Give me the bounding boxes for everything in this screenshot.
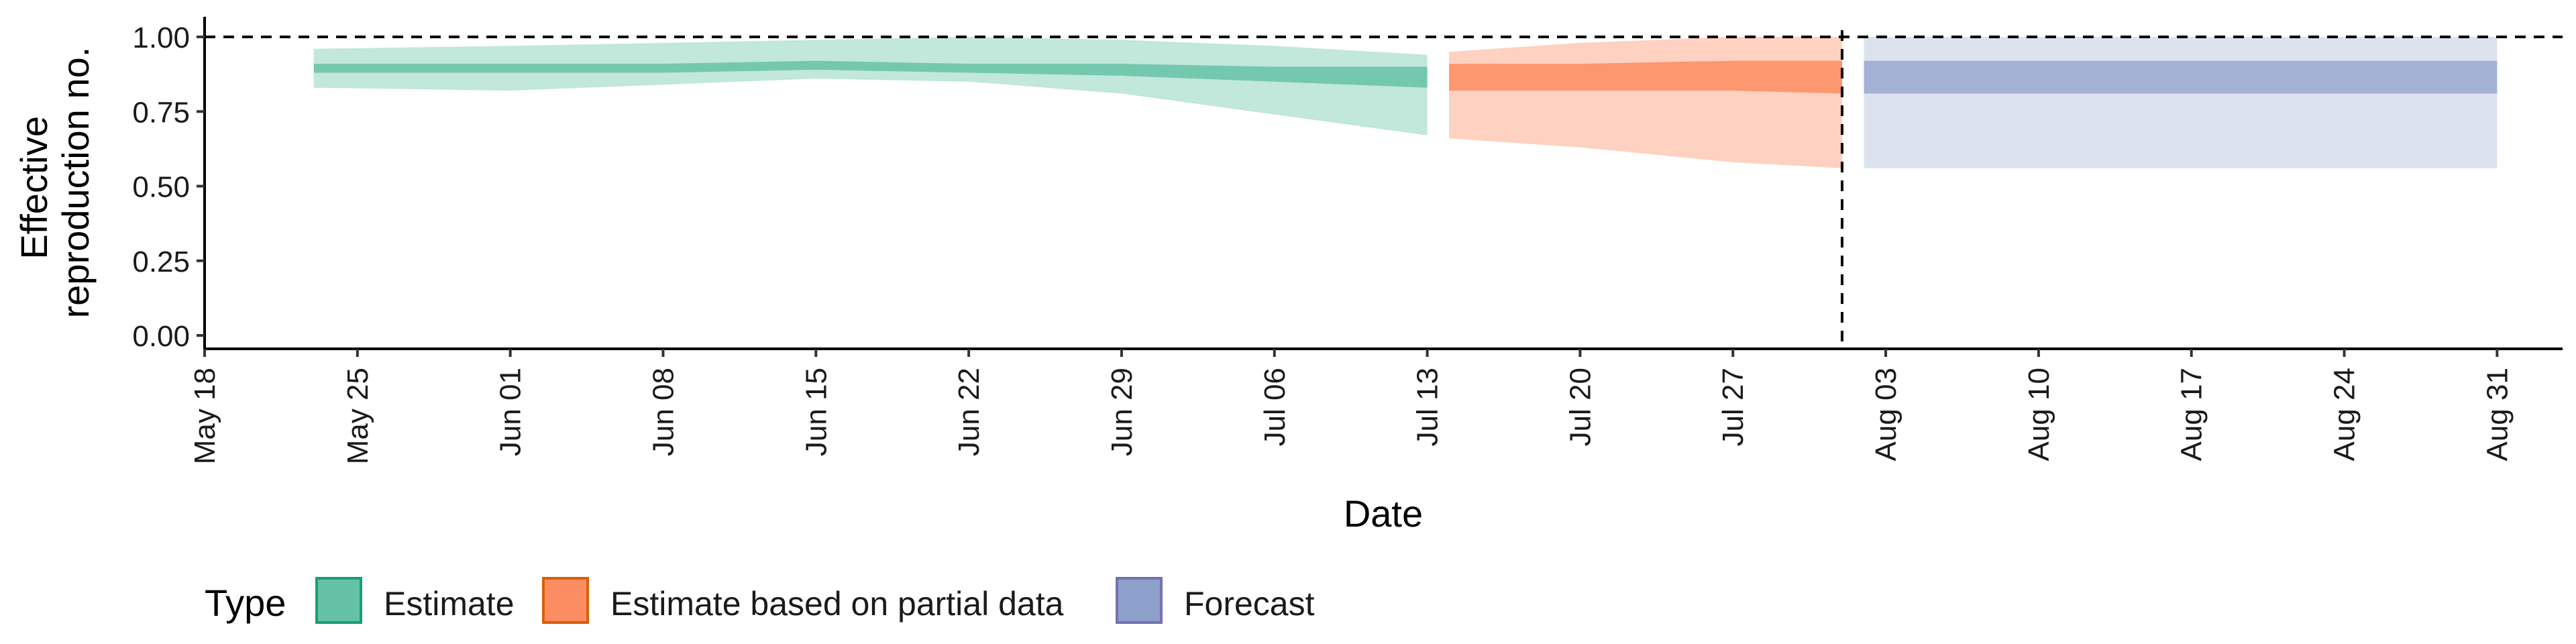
estimate-band-50 bbox=[313, 60, 1428, 88]
x-tick-label: Jul 06 bbox=[1258, 368, 1291, 446]
legend-label-forecast: Forecast bbox=[1184, 585, 1315, 623]
x-tick-label: Jul 13 bbox=[1411, 368, 1444, 446]
legend-key-estimate-based-on-partial-data bbox=[542, 577, 589, 624]
x-tick-label: Jun 29 bbox=[1106, 368, 1138, 456]
x-tick-label: Jun 15 bbox=[800, 368, 833, 456]
y-tick-label: 1.00 bbox=[132, 21, 190, 54]
y-axis-title-line-2: reproduction no. bbox=[54, 47, 97, 319]
y-tick-label: 0.25 bbox=[132, 246, 190, 278]
forecast-band-90 bbox=[1864, 37, 2498, 168]
x-tick-label: Aug 24 bbox=[2328, 368, 2361, 461]
x-ticks-layer: May 18 May 25 Jun 01 Jun 08 Jun 15 Jun 22 Jun … bbox=[189, 349, 2514, 464]
bands-layer bbox=[313, 37, 2498, 168]
x-tick-label: Aug 31 bbox=[2481, 368, 2514, 461]
y-tick-label: 0.00 bbox=[132, 320, 190, 353]
estimate-based-on-partial-data-band-50 bbox=[1449, 60, 1842, 94]
y-axis-title: Effective reproduction no. bbox=[13, 47, 97, 319]
x-tick-label: May 18 bbox=[189, 368, 221, 464]
x-tick-label: Aug 10 bbox=[2023, 368, 2055, 461]
reference-lines-layer bbox=[205, 30, 2563, 349]
legend-label-estimate-based-on-partial-data: Estimate based on partial data bbox=[610, 585, 1064, 623]
x-tick-label: Aug 17 bbox=[2176, 368, 2208, 461]
legend-key-forecast bbox=[1116, 577, 1163, 624]
y-ticks-layer: 0.00 0.25 0.50 0.75 1.00 bbox=[132, 21, 205, 353]
x-tick-label: Jul 20 bbox=[1564, 368, 1597, 446]
x-tick-label: Aug 03 bbox=[1870, 368, 1902, 461]
x-axis-title: Date bbox=[1344, 492, 1423, 535]
x-tick-label: May 25 bbox=[341, 368, 374, 464]
legend-title: Type bbox=[205, 582, 286, 624]
x-tick-label: Jun 01 bbox=[494, 368, 527, 456]
y-axis-title-line-1: Effective bbox=[13, 116, 55, 260]
forecast-band-50 bbox=[1864, 60, 2498, 94]
axes-layer bbox=[203, 17, 2563, 350]
x-tick-label: Jun 22 bbox=[953, 368, 985, 456]
y-tick-label: 0.50 bbox=[132, 171, 190, 204]
legend-label-estimate: Estimate bbox=[384, 585, 515, 623]
x-tick-label: Jun 08 bbox=[647, 368, 680, 456]
legend: Type Estimate Estimate based on partial d… bbox=[205, 577, 1315, 624]
legend-key-estimate bbox=[315, 577, 362, 624]
estimate-band-90 bbox=[313, 37, 1428, 136]
x-tick-label: Jul 27 bbox=[1717, 368, 1750, 446]
y-tick-label: 0.75 bbox=[132, 96, 190, 129]
